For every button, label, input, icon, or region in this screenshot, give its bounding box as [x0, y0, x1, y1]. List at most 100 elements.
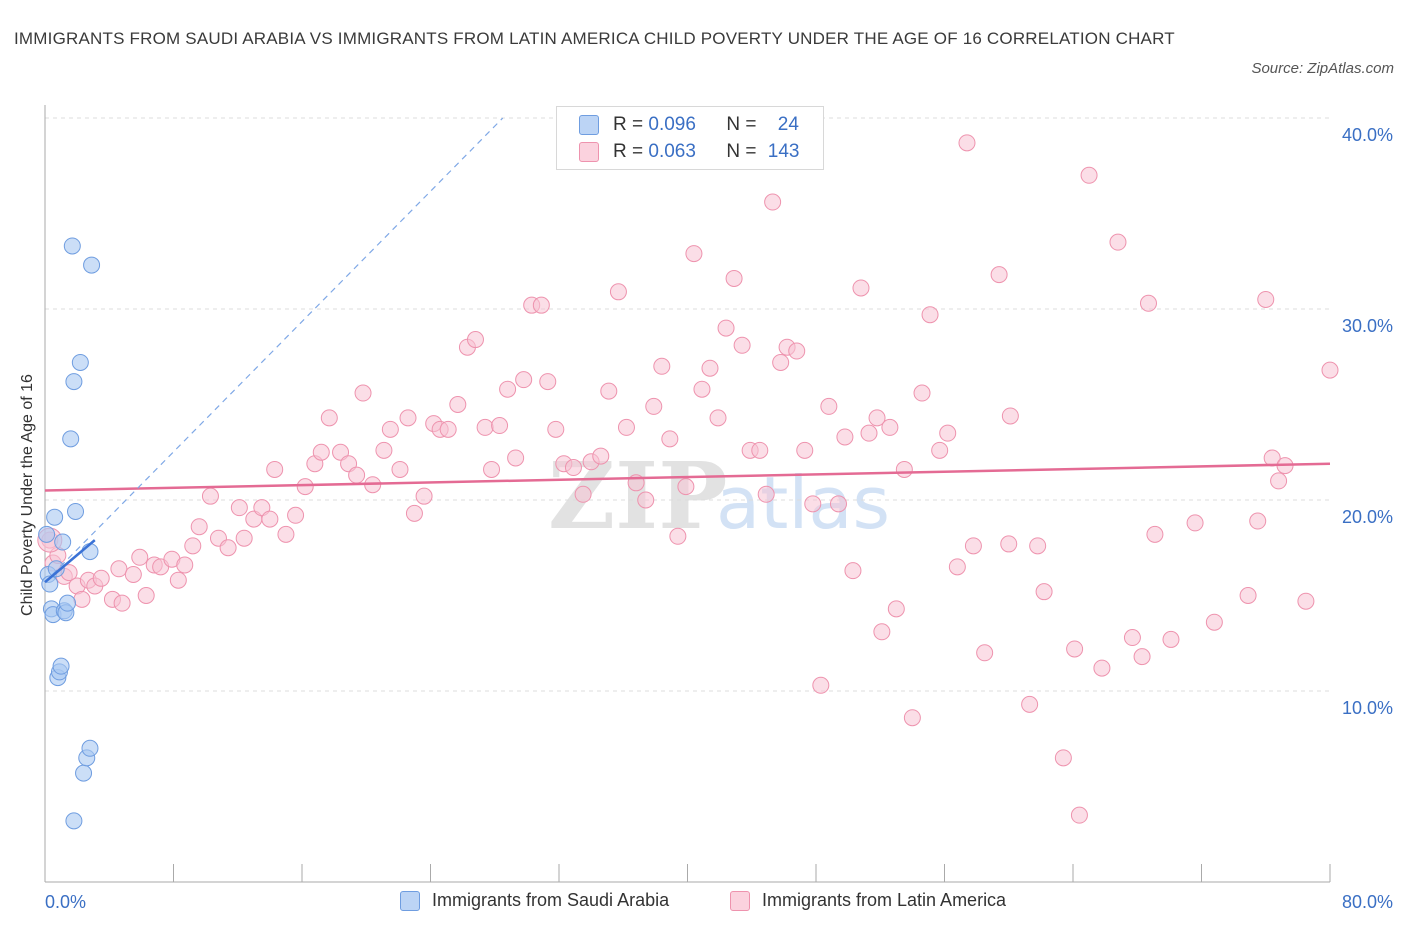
point-latin-america — [852, 279, 870, 297]
point-latin-america — [483, 460, 501, 478]
point-latin-america — [939, 424, 957, 442]
point-latin-america — [1146, 525, 1164, 543]
trend-line-latin-america — [44, 462, 1331, 492]
point-latin-america — [1000, 535, 1018, 553]
point-latin-america — [1133, 648, 1151, 666]
point-saudi-arabia — [58, 594, 76, 612]
legend-n-label: N = — [726, 141, 762, 162]
point-latin-america — [751, 441, 769, 459]
point-saudi-arabia — [65, 812, 83, 830]
point-latin-america — [1109, 233, 1127, 251]
point-latin-america — [1297, 592, 1315, 610]
point-latin-america — [564, 459, 582, 477]
series-swatch-latin-america — [730, 890, 750, 911]
point-saudi-arabia — [38, 525, 56, 543]
point-latin-america — [725, 269, 743, 287]
legend-swatch-saudi-arabia — [579, 115, 599, 135]
trend-line-saudi-arabia — [44, 539, 96, 584]
point-latin-america — [354, 384, 372, 402]
point-latin-america — [661, 430, 679, 448]
series-legend-latin-america: Immigrants from Latin America — [730, 890, 1006, 911]
point-latin-america — [532, 296, 550, 314]
correlation-legend: R = 0.096 N = 24 R = 0.063 N = 143 — [556, 106, 824, 170]
point-latin-america — [1021, 695, 1039, 713]
point-latin-america — [92, 569, 110, 587]
point-latin-america — [669, 527, 687, 545]
point-latin-america — [1123, 629, 1141, 647]
x-tick-label: 80.0% — [1342, 892, 1393, 912]
point-latin-america — [1035, 583, 1053, 601]
point-latin-america — [131, 548, 149, 566]
point-latin-america — [230, 499, 248, 517]
point-latin-america — [110, 560, 128, 578]
point-latin-america — [287, 506, 305, 524]
point-saudi-arabia — [75, 764, 93, 782]
series-label-saudi-arabia: Immigrants from Saudi Arabia — [432, 890, 670, 910]
point-latin-america — [600, 382, 618, 400]
point-saudi-arabia — [52, 657, 70, 675]
trend-line-saudi-arabia-extension — [44, 117, 504, 583]
point-latin-america — [320, 409, 338, 427]
point-latin-america — [693, 380, 711, 398]
y-tick-label: 20.0% — [1342, 507, 1393, 527]
point-latin-america — [887, 600, 905, 618]
point-latin-america — [709, 409, 727, 427]
point-latin-america — [653, 357, 671, 375]
y-tick-label: 30.0% — [1342, 316, 1393, 336]
legend-r-label: R = — [613, 141, 649, 162]
point-latin-america — [717, 319, 735, 337]
point-latin-america — [913, 384, 931, 402]
point-latin-america — [976, 644, 994, 662]
point-latin-america — [176, 556, 194, 574]
point-latin-america — [113, 594, 131, 612]
point-saudi-arabia — [71, 353, 89, 371]
point-latin-america — [491, 417, 509, 435]
point-latin-america — [1249, 512, 1267, 530]
point-latin-america — [190, 518, 208, 536]
point-latin-america — [836, 428, 854, 446]
point-saudi-arabia — [62, 430, 80, 448]
point-latin-america — [547, 420, 565, 438]
x-tick-label: 0.0% — [45, 892, 86, 912]
point-latin-america — [499, 380, 517, 398]
point-latin-america — [399, 409, 417, 427]
point-latin-america — [1054, 749, 1072, 767]
legend-r-label: R = — [613, 114, 649, 135]
point-latin-america — [903, 709, 921, 727]
point-latin-america — [895, 460, 913, 478]
point-latin-america — [804, 495, 822, 513]
point-latin-america — [1162, 630, 1180, 648]
point-latin-america — [1080, 166, 1098, 184]
point-latin-america — [439, 420, 457, 438]
point-latin-america — [515, 371, 533, 389]
chart-title: IMMIGRANTS FROM SAUDI ARABIA VS IMMIGRAN… — [14, 29, 1175, 48]
point-latin-america — [931, 441, 949, 459]
point-latin-america — [812, 676, 830, 694]
point-latin-america — [1239, 587, 1257, 604]
legend-row-saudi-arabia: R = 0.096 N = 24 — [579, 112, 799, 138]
point-latin-america — [796, 441, 814, 459]
legend-r-value: 0.063 — [648, 141, 696, 162]
point-saudi-arabia — [83, 256, 101, 274]
point-latin-america — [261, 510, 279, 528]
point-latin-america — [964, 537, 982, 555]
legend-row-latin-america: R = 0.063 N = 143 — [579, 139, 799, 165]
point-latin-america — [772, 353, 790, 371]
point-latin-america — [184, 537, 202, 555]
point-latin-america — [1001, 407, 1019, 425]
point-latin-america — [1205, 613, 1223, 631]
point-latin-america — [1029, 537, 1047, 555]
point-saudi-arabia — [54, 533, 72, 551]
point-latin-america — [958, 134, 976, 152]
point-latin-america — [788, 342, 806, 360]
legend-n-value: 143 — [767, 141, 800, 162]
point-latin-america — [277, 525, 295, 543]
point-saudi-arabia — [47, 560, 65, 578]
point-latin-america — [375, 441, 393, 459]
point-latin-america — [348, 466, 366, 484]
point-latin-america — [764, 193, 782, 211]
point-latin-america — [73, 590, 91, 608]
legend-swatch-latin-america — [579, 142, 599, 162]
point-saudi-arabia — [81, 739, 99, 757]
y-tick-label: 10.0% — [1342, 698, 1393, 718]
